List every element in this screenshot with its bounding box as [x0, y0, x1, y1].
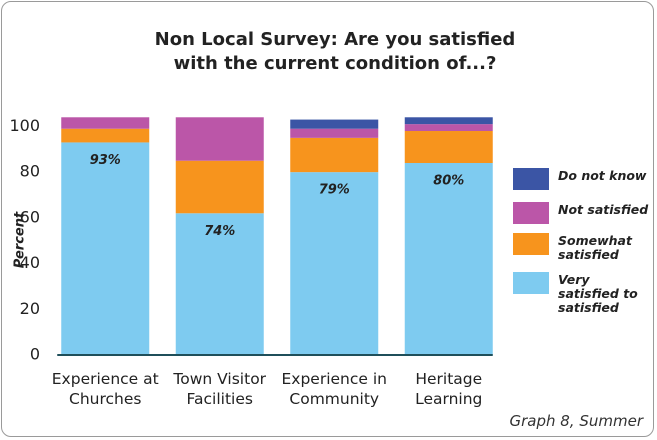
- bar-segment: [61, 117, 150, 129]
- y-tick-label: 60: [20, 207, 40, 226]
- bar-segment: [290, 128, 379, 138]
- legend-swatch: [513, 233, 549, 255]
- legend-swatch: [513, 168, 549, 190]
- bar-segment: [404, 124, 493, 131]
- bar-segment: [175, 117, 264, 161]
- bar-segment: [404, 163, 493, 355]
- bar-segment: [61, 142, 150, 355]
- bar-segment: [61, 128, 150, 143]
- x-tick-label: Experience at Churches: [51, 370, 159, 408]
- bar-segment: [175, 213, 264, 355]
- bar-segment: [404, 117, 493, 125]
- x-tick-label: Town Visitor Facilities: [173, 370, 267, 408]
- bar-segment: [290, 137, 379, 173]
- bar-label: 93%: [90, 153, 121, 168]
- y-tick-label: 80: [20, 162, 40, 181]
- legend-label: Not satisfied: [558, 202, 649, 217]
- legend-label: Somewhat satisfied: [558, 233, 632, 262]
- x-tick-label: Experience in Community: [281, 370, 388, 408]
- chart-title: Non Local Survey: Are you satisfied with…: [154, 29, 516, 74]
- bar-segment: [404, 131, 493, 163]
- x-tick-label: Heritage Learning: [415, 370, 483, 408]
- footnote: Graph 8, Summer: [509, 412, 643, 430]
- y-tick-label: 0: [30, 345, 40, 364]
- bar-label: 80%: [433, 174, 464, 189]
- legend-label: Do not know: [558, 168, 647, 183]
- bar-label: 74%: [204, 224, 235, 239]
- legend-swatch: [513, 202, 549, 224]
- bar-segment: [175, 160, 264, 214]
- bar-segment: [290, 172, 379, 355]
- y-axis-label: Percent: [13, 211, 28, 268]
- y-tick-label: 40: [20, 253, 40, 272]
- bar-label: 79%: [319, 183, 350, 198]
- y-tick-label: 20: [20, 299, 40, 318]
- legend-label: Very satisfied to satisfied: [558, 272, 638, 315]
- legend-swatch: [513, 272, 549, 294]
- bar-segment: [290, 119, 379, 129]
- y-tick-label: 100: [9, 116, 40, 135]
